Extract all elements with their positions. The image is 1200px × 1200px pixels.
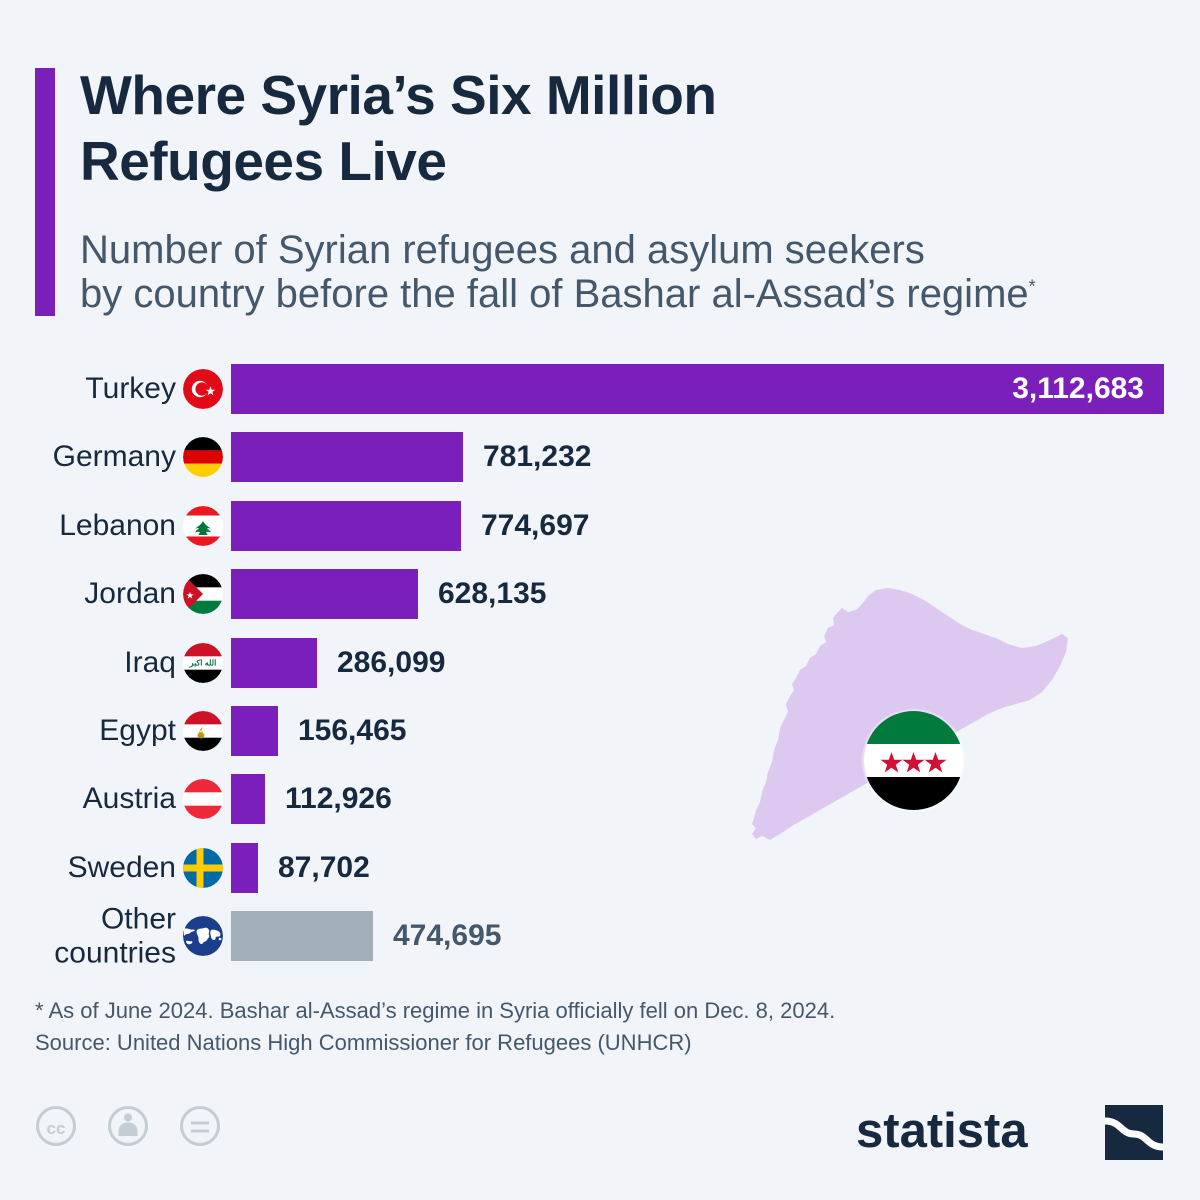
- svg-text:statista: statista: [856, 1104, 1028, 1158]
- svg-text:cc: cc: [47, 1119, 66, 1138]
- svg-text:الله اكبر: الله اكبر: [189, 658, 217, 668]
